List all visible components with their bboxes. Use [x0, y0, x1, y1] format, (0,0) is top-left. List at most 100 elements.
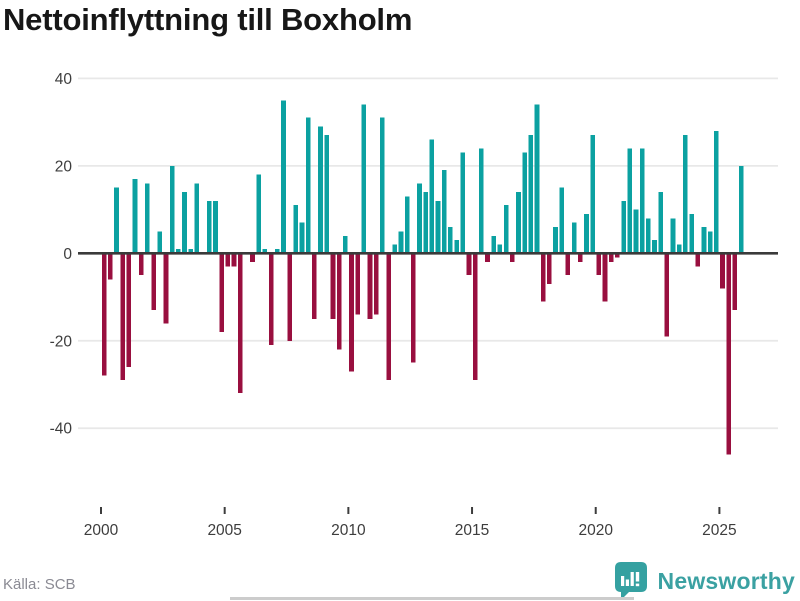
bar-2025-q1: [720, 253, 725, 289]
bar-2002-q3: [163, 253, 169, 324]
bar-2016-q4: [516, 192, 521, 254]
bar-2007-q3: [287, 253, 292, 341]
bar-2014-q2: [454, 240, 459, 254]
bar-2010-q1: [349, 253, 354, 372]
bar-2018-q1: [547, 253, 552, 284]
bar-2021-q1: [621, 200, 626, 254]
bar-2023-q2: [676, 244, 682, 254]
bar-2023-q1: [670, 218, 676, 254]
bar-2018-q3: [559, 187, 565, 254]
bar-2007-q2: [281, 100, 286, 254]
bar-2002-q1: [151, 253, 156, 311]
bar-2005-q2: [231, 253, 237, 267]
bar-2019-q3: [584, 213, 589, 254]
bar-2017-q3: [534, 104, 540, 254]
bar-2021-q3: [633, 209, 639, 254]
bar-2025-q4: [738, 165, 744, 254]
bar-2020-q4: [615, 253, 620, 258]
bar-2006-q2: [256, 174, 262, 254]
bar-2008-q1: [299, 222, 305, 254]
chart-title: Nettoinflyttning till Boxholm: [3, 2, 413, 37]
bar-2022-q3: [658, 192, 663, 254]
bar-2022-q4: [664, 253, 670, 337]
bar-2008-q4: [318, 126, 323, 254]
bar-2021-q2: [627, 148, 633, 254]
bar-2003-q3: [188, 248, 194, 254]
bar-2017-q4: [540, 253, 546, 302]
y-axis-label-20: 20: [55, 158, 73, 175]
bar-2005-q3: [237, 253, 243, 394]
bar-2010-q2: [355, 253, 360, 315]
bar-2016-q1: [497, 244, 503, 254]
newsworthy-logo[interactable]: Newsworthy: [614, 561, 795, 601]
bar-2011-q2: [380, 117, 385, 254]
newsworthy-bar-chart-bubble-icon: [614, 561, 648, 601]
bar-2000-q3: [114, 187, 119, 254]
y-axis-label--20: -20: [50, 333, 73, 350]
bar-2000-q2: [107, 253, 113, 280]
x-axis-label-2010: 2010: [331, 522, 366, 539]
x-axis-label-2000: 2000: [84, 522, 119, 539]
bar-2017-q1: [522, 152, 527, 254]
bar-2013-q3: [435, 200, 441, 254]
bar-2003-q1: [176, 248, 181, 254]
bar-2020-q1: [596, 253, 602, 276]
x-axis-label-2020: 2020: [578, 522, 613, 539]
bar-2020-q2: [602, 253, 608, 302]
bar-2001-q2: [132, 178, 138, 254]
bar-2024-q2: [701, 227, 707, 254]
bar-2008-q2: [305, 117, 311, 254]
bar-2009-q4: [342, 235, 348, 254]
bar-2011-q4: [392, 244, 398, 254]
bar-2013-q4: [441, 170, 447, 254]
bar-2024-q1: [695, 253, 701, 267]
bar-2024-q4: [714, 130, 719, 254]
bar-2006-q1: [250, 253, 255, 263]
bar-2016-q3: [509, 253, 515, 263]
bar-2018-q4: [565, 253, 571, 276]
bar-2001-q3: [138, 253, 144, 276]
bar-2025-q3: [732, 253, 738, 311]
bar-2004-q3: [213, 200, 218, 254]
bar-2011-q3: [386, 253, 391, 381]
bar-2013-q1: [423, 192, 429, 254]
bar-2010-q3: [361, 104, 367, 254]
bar-2020-q3: [608, 253, 614, 263]
bar-2009-q3: [336, 253, 342, 350]
bar-2003-q2: [182, 192, 187, 254]
bar-2019-q4: [590, 135, 595, 254]
bar-2014-q4: [466, 253, 472, 276]
bar-2002-q2: [157, 231, 163, 254]
bar-2012-q1: [398, 231, 404, 254]
bar-2023-q3: [683, 135, 688, 254]
bar-2014-q3: [460, 152, 466, 254]
bar-2007-q4: [293, 205, 299, 254]
bar-2015-q4: [491, 235, 497, 254]
bar-2015-q2: [479, 148, 484, 254]
bar-2016-q2: [503, 205, 509, 254]
bar-2001-q4: [145, 183, 150, 254]
x-axis-label-2005: 2005: [207, 522, 241, 539]
bar-2012-q2: [404, 196, 410, 254]
y-axis-label-0: 0: [63, 246, 72, 263]
bar-2012-q3: [411, 253, 416, 363]
bar-2022-q1: [645, 218, 651, 254]
bar-2018-q2: [553, 227, 558, 254]
bar-2000-q4: [120, 253, 125, 381]
bar-2019-q1: [571, 222, 577, 254]
bar-2007-q1: [274, 248, 280, 254]
bar-2001-q1: [126, 253, 132, 367]
bar-2023-q4: [689, 213, 694, 254]
y-axis-label-40: 40: [55, 71, 73, 88]
bar-2014-q1: [448, 227, 453, 254]
bar-2015-q3: [485, 253, 490, 263]
bar-2015-q1: [472, 253, 478, 381]
bar-2003-q4: [194, 183, 200, 254]
bar-2021-q4: [639, 148, 645, 254]
bar-2006-q3: [262, 248, 268, 254]
y-axis-label--40: -40: [50, 421, 73, 438]
bar-2004-q4: [219, 253, 224, 333]
bar-2012-q4: [417, 183, 422, 254]
embed-bottom-scrollbar: [230, 597, 634, 600]
